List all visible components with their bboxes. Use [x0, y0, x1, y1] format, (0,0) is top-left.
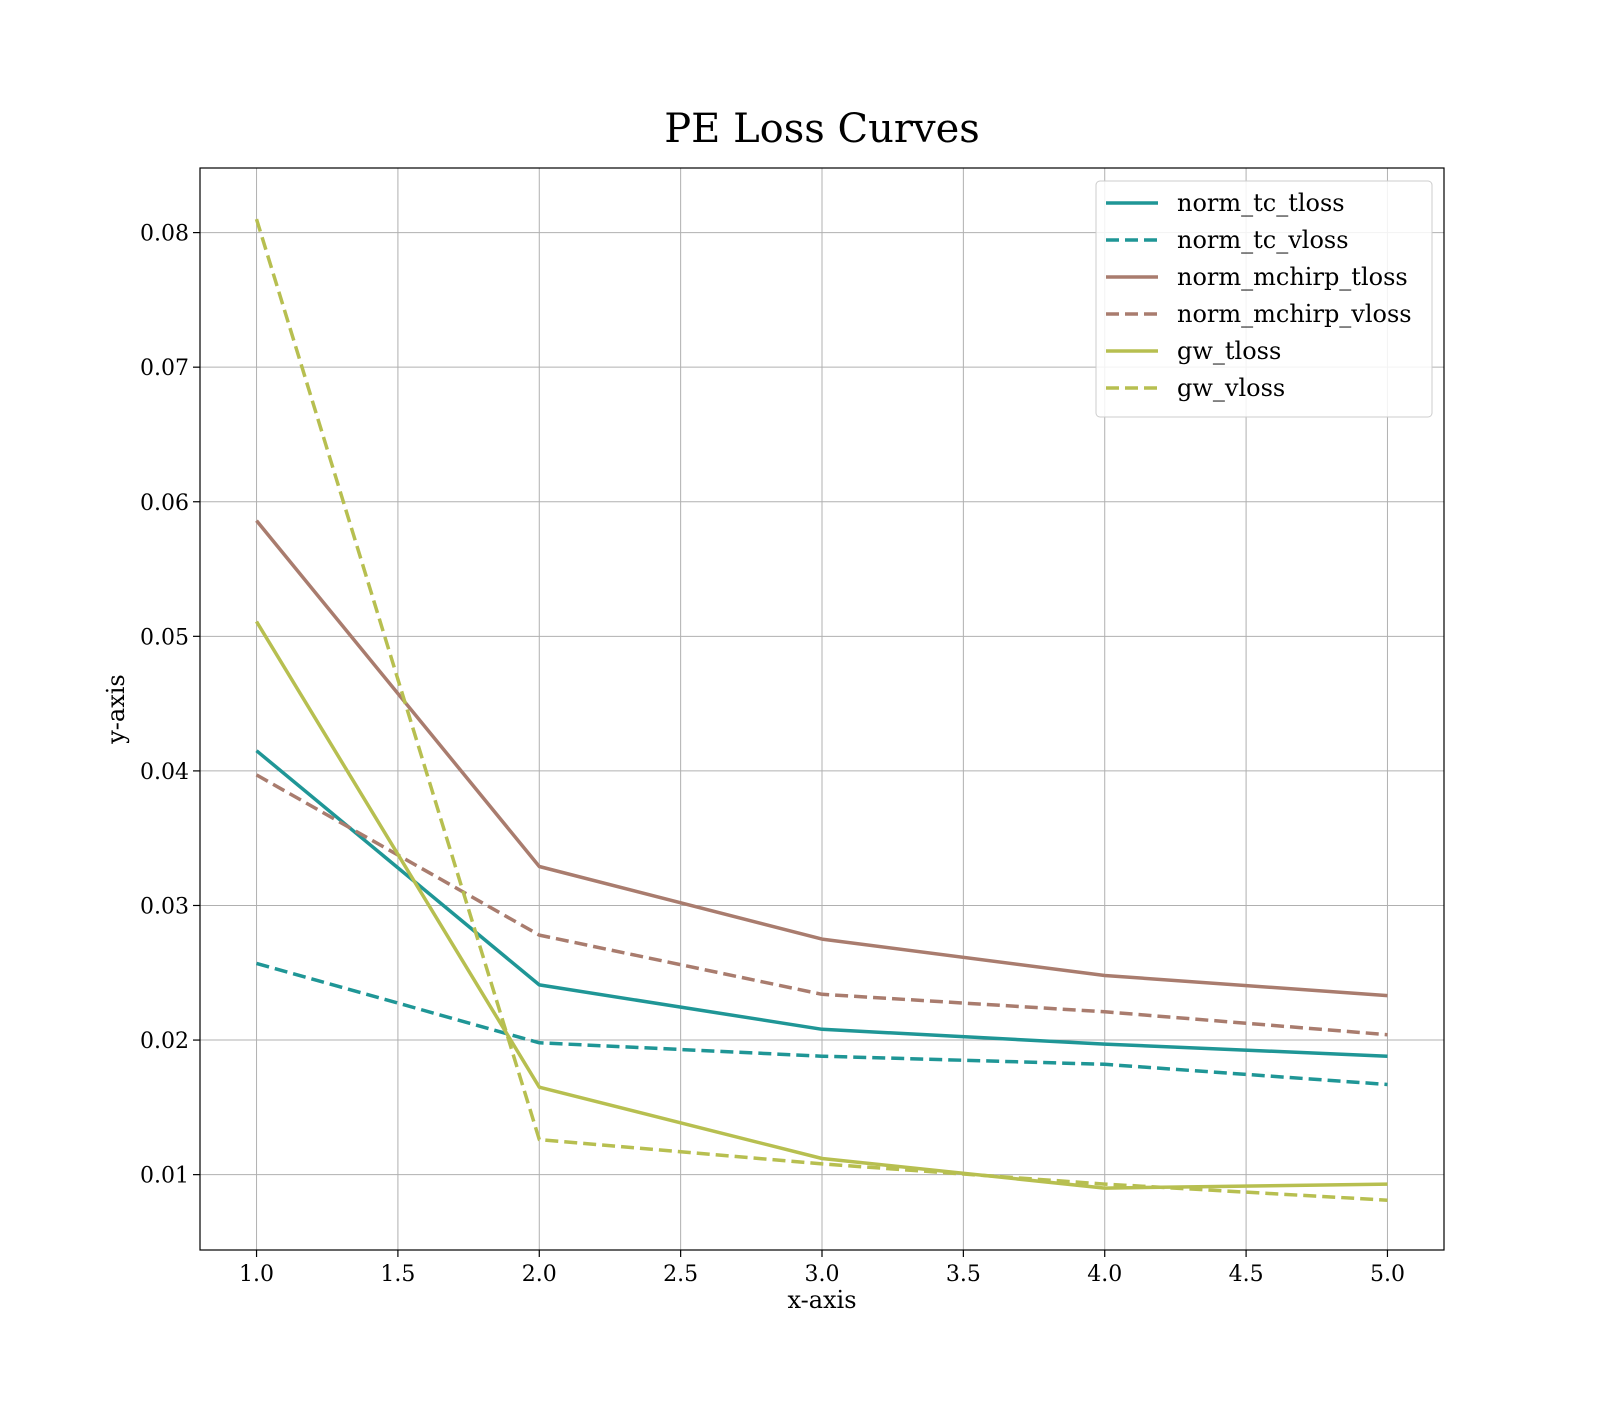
- x-tick-label: 2.5: [663, 1262, 698, 1287]
- axis-ticks: 1.0 1.5 2.0 2.5 3.0 3.5 4.0 4.5 5.0 0.01 0.02 0.03 0…: [140, 222, 1405, 1287]
- x-tick-label: 5.0: [1370, 1262, 1405, 1287]
- y-tick-label: 0.01: [140, 1164, 189, 1189]
- legend-label: norm_mchirp_vloss: [1177, 300, 1412, 328]
- legend-label: gw_tloss: [1177, 337, 1281, 365]
- series-line-norm-mchirp-tloss: [255, 519, 1388, 998]
- grid-lines: [200, 168, 1444, 1250]
- y-tick-label: 0.04: [140, 760, 189, 785]
- y-axis-label: y-axis: [102, 674, 130, 745]
- x-tick-label: 3.0: [805, 1262, 840, 1287]
- series-line-norm-tc-vloss: [256, 961, 1388, 1087]
- x-tick-label: 3.5: [946, 1262, 981, 1287]
- legend-label: norm_mchirp_tloss: [1177, 263, 1408, 291]
- series-lines: [254, 218, 1388, 1202]
- y-tick-label: 0.08: [140, 222, 189, 247]
- y-tick-label: 0.07: [140, 356, 189, 381]
- chart-title: PE Loss Curves: [664, 106, 980, 152]
- series-line-gw-vloss: [254, 218, 1388, 1202]
- y-tick-label: 0.02: [140, 1029, 189, 1054]
- legend: norm_tc_tloss norm_tc_vloss norm_mchirp_tl…: [1095, 180, 1433, 418]
- y-tick-label: 0.06: [140, 491, 189, 516]
- series-line-norm-tc-tloss: [255, 749, 1388, 1058]
- y-tick-label: 0.05: [140, 625, 189, 650]
- x-tick-label: 4.0: [1087, 1262, 1122, 1287]
- legend-box: [1095, 180, 1433, 418]
- x-tick-label: 1.5: [380, 1262, 415, 1287]
- legend-label: norm_tc_vloss: [1177, 226, 1349, 254]
- series-line-gw-tloss: [255, 620, 1388, 1190]
- series-line-norm-mchirp-vloss: [255, 773, 1388, 1037]
- y-tick-label: 0.03: [140, 894, 189, 919]
- x-tick-label: 4.5: [1229, 1262, 1264, 1287]
- x-tick-label: 1.0: [239, 1262, 274, 1287]
- x-tick-label: 2.0: [522, 1262, 557, 1287]
- legend-label: gw_vloss: [1177, 374, 1285, 402]
- legend-label: norm_tc_tloss: [1177, 189, 1345, 217]
- x-axis-label: x-axis: [787, 1286, 856, 1314]
